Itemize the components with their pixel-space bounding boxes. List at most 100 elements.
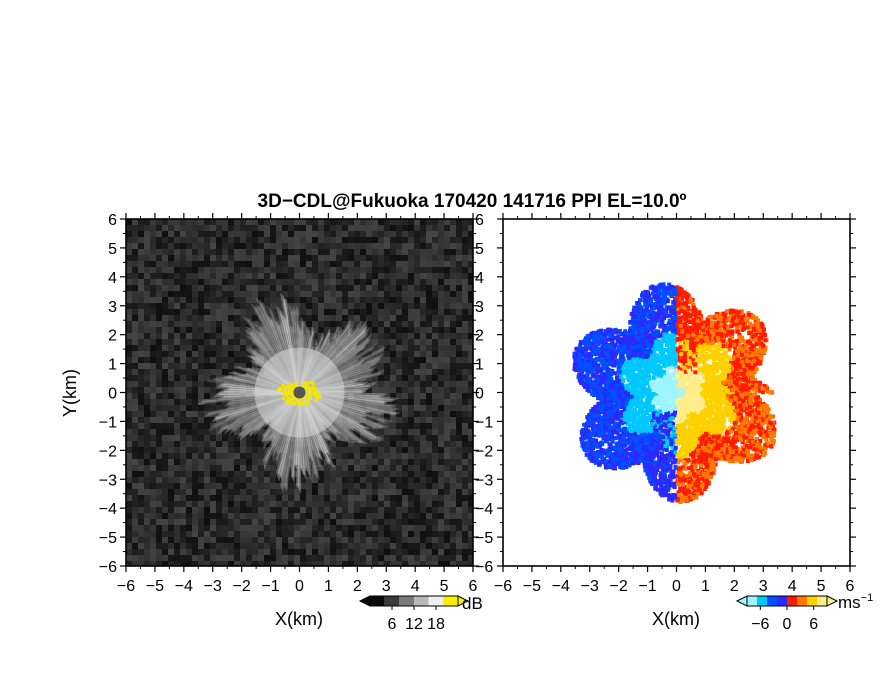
noise-cell (450, 279, 456, 285)
noise-cell (402, 405, 408, 411)
noise-cell (426, 441, 432, 447)
noise-cell (414, 243, 420, 249)
noise-cell (270, 537, 276, 543)
noise-cell (144, 537, 150, 543)
noise-cell (366, 261, 372, 267)
noise-cell (354, 243, 360, 249)
noise-cell (276, 525, 282, 531)
noise-cell (450, 297, 456, 303)
noise-cell (342, 321, 348, 327)
noise-cell (444, 267, 450, 273)
noise-cell (456, 399, 462, 405)
noise-cell (276, 441, 282, 447)
noise-cell (216, 531, 222, 537)
noise-cell (438, 267, 444, 273)
noise-cell (138, 291, 144, 297)
noise-cell (300, 465, 306, 471)
noise-cell (366, 417, 372, 423)
noise-cell (180, 291, 186, 297)
noise-cell (354, 453, 360, 459)
noise-cell (156, 549, 162, 555)
noise-cell (174, 447, 180, 453)
noise-cell (462, 489, 468, 495)
noise-cell (414, 375, 420, 381)
noise-cell (198, 477, 204, 483)
noise-cell (420, 345, 426, 351)
noise-cell (348, 231, 354, 237)
noise-cell (150, 525, 156, 531)
noise-cell (378, 483, 384, 489)
noise-cell (228, 321, 234, 327)
noise-cell (294, 561, 300, 566)
noise-cell (444, 405, 450, 411)
noise-cell (348, 261, 354, 267)
noise-cell (258, 519, 264, 525)
noise-cell (174, 357, 180, 363)
noise-cell (288, 351, 294, 357)
noise-cell (174, 453, 180, 459)
noise-cell (444, 381, 450, 387)
noise-cell (204, 507, 210, 513)
noise-cell (174, 555, 180, 561)
noise-cell (186, 495, 192, 501)
noise-cell (324, 459, 330, 465)
noise-cell (150, 339, 156, 345)
noise-cell (150, 261, 156, 267)
noise-cell (210, 507, 216, 513)
noise-cell (426, 477, 432, 483)
noise-cell (282, 555, 288, 561)
noise-cell (126, 249, 132, 255)
noise-cell (288, 525, 294, 531)
noise-cell (192, 501, 198, 507)
noise-cell (264, 261, 270, 267)
noise-cell (342, 441, 348, 447)
noise-cell (222, 255, 228, 261)
noise-cell (270, 345, 276, 351)
noise-cell (378, 231, 384, 237)
noise-cell (240, 453, 246, 459)
noise-cell (186, 435, 192, 441)
noise-cell (450, 291, 456, 297)
noise-cell (468, 291, 473, 297)
noise-cell (144, 447, 150, 453)
echo-ray (272, 391, 302, 455)
noise-cell (210, 345, 216, 351)
noise-cell (258, 489, 264, 495)
noise-cell (378, 495, 384, 501)
noise-cell (408, 363, 414, 369)
noise-cell (198, 279, 204, 285)
noise-cell (426, 363, 432, 369)
noise-cell (234, 231, 240, 237)
noise-cell (432, 525, 438, 531)
noise-cell (336, 519, 342, 525)
noise-cell (192, 279, 198, 285)
noise-cell (276, 519, 282, 525)
echo-ray (254, 302, 301, 394)
noise-cell (150, 315, 156, 321)
noise-cell (462, 549, 468, 555)
noise-cell (408, 561, 414, 566)
noise-cell (222, 495, 228, 501)
velocity-pixel (754, 436, 759, 441)
noise-cell (168, 483, 174, 489)
noise-cell (396, 225, 402, 231)
noise-cell (228, 261, 234, 267)
noise-cell (330, 447, 336, 453)
noise-cell (138, 435, 144, 441)
noise-cell (162, 357, 168, 363)
noise-cell (132, 225, 138, 231)
noise-cell (456, 411, 462, 417)
noise-cell (186, 513, 192, 519)
noise-cell (420, 273, 426, 279)
noise-cell (276, 291, 282, 297)
noise-cell (276, 531, 282, 537)
noise-cell (348, 447, 354, 453)
noise-cell (468, 483, 473, 489)
noise-cell (348, 297, 354, 303)
noise-cell (174, 465, 180, 471)
noise-cell (426, 249, 432, 255)
noise-cell (372, 369, 378, 375)
noise-cell (210, 303, 216, 309)
noise-cell (180, 561, 186, 566)
noise-cell (384, 285, 390, 291)
